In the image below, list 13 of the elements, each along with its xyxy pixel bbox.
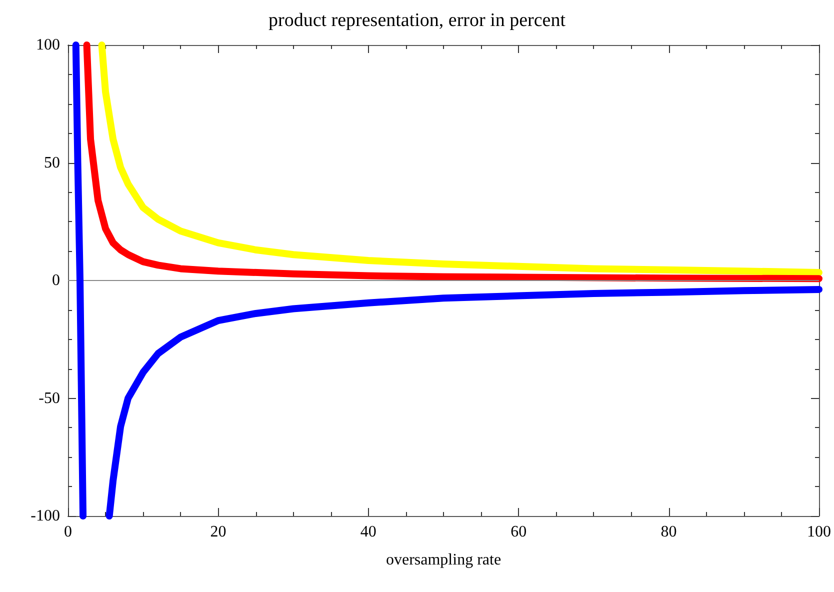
y-tick-label: 100 — [36, 36, 60, 54]
x-axis-title: oversampling rate — [386, 552, 502, 568]
x-tick-label: 0 — [64, 524, 72, 540]
y-tick-label: 50 — [44, 154, 60, 172]
x-tick-label: 80 — [660, 524, 677, 540]
y-tick-label: -50 — [38, 390, 60, 407]
chart-title: product representation, error in percent — [268, 10, 566, 31]
y-tick-label: 0 — [52, 272, 60, 289]
x-tick-label: 60 — [510, 524, 527, 540]
x-tick-label: 40 — [360, 524, 376, 540]
x-tick-label: 100 — [807, 524, 831, 540]
y-tick-label: -100 — [30, 508, 60, 524]
x-tick-label: 20 — [210, 524, 226, 540]
